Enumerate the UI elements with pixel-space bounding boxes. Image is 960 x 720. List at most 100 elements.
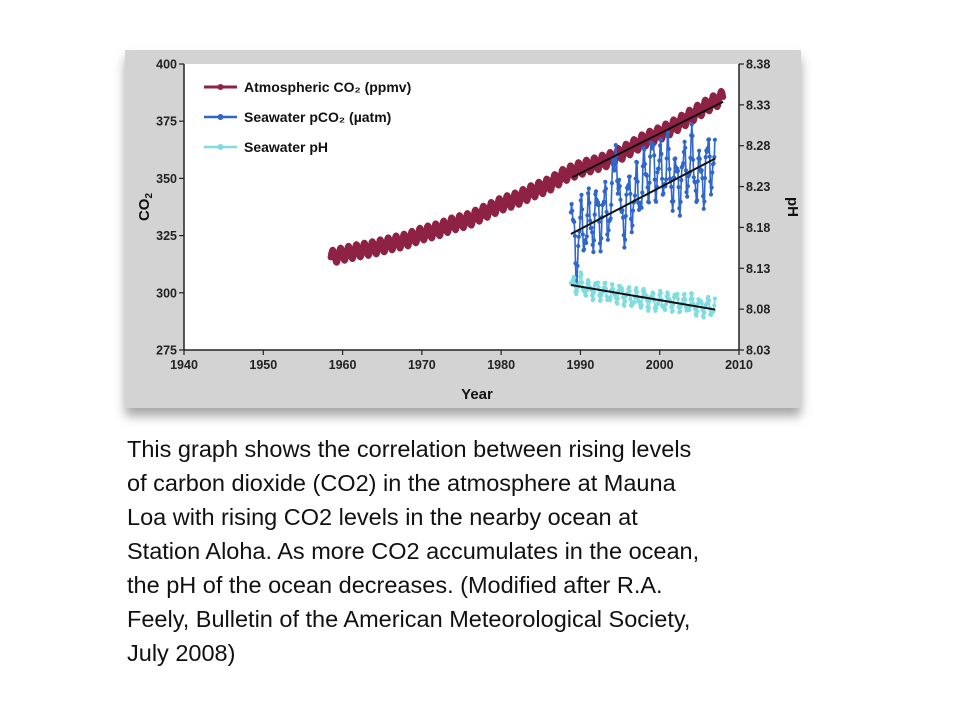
data-point	[695, 179, 700, 184]
data-point	[627, 174, 632, 179]
data-point	[570, 208, 575, 213]
data-point	[706, 294, 711, 299]
data-point	[675, 168, 681, 174]
data-point	[612, 168, 617, 173]
data-point	[623, 299, 628, 304]
data-point	[652, 177, 657, 182]
data-point	[658, 143, 663, 148]
left-tick-label: 375	[156, 115, 177, 129]
data-lines	[327, 88, 727, 320]
trend-lines	[570, 100, 724, 311]
x-tick-label: 2000	[646, 358, 674, 372]
data-point	[693, 188, 698, 193]
data-point	[579, 192, 584, 197]
data-point	[578, 198, 583, 203]
data-point	[695, 198, 700, 203]
data-point	[599, 236, 604, 241]
data-point	[666, 146, 671, 152]
data-point	[683, 145, 688, 150]
left-tick-label: 400	[156, 58, 177, 72]
data-point	[682, 291, 687, 297]
tick-labels: 1940 1950 1960 1970 1980 1990 2000 2010 275 300 32…	[156, 58, 770, 373]
caption-line: Station Aloha. As more CO2 accumulates i…	[127, 538, 700, 564]
data-point	[622, 303, 627, 308]
data-point	[618, 197, 623, 202]
data-point	[588, 218, 593, 223]
data-point	[667, 167, 672, 172]
x-tick-label: 1940	[170, 358, 198, 372]
data-point	[591, 297, 596, 302]
data-point	[704, 149, 710, 154]
left-tick-label: 325	[156, 229, 177, 243]
legend-label: Seawater pCO₂ (µatm)	[244, 109, 391, 125]
data-point	[685, 184, 691, 189]
data-point	[701, 206, 706, 211]
data-point	[669, 184, 674, 189]
data-point	[591, 290, 597, 295]
legend-swatch-marker	[217, 114, 224, 120]
data-point	[632, 193, 638, 198]
legend: Atmospheric CO₂ (ppmv) Seawater pCO₂ (µat…	[204, 79, 411, 155]
data-point	[620, 208, 625, 213]
data-point	[623, 237, 628, 242]
data-point	[608, 295, 613, 300]
data-point	[595, 280, 601, 285]
data-point	[572, 275, 577, 280]
data-point	[620, 288, 625, 293]
data-point	[584, 288, 589, 293]
caption-line: July 2008)	[127, 640, 236, 666]
right-tick-label: 8.18	[746, 221, 770, 235]
data-point	[699, 301, 704, 306]
data-point	[689, 122, 694, 127]
data-point	[617, 177, 622, 182]
data-point	[712, 296, 718, 301]
data-point	[575, 263, 580, 268]
data-point	[670, 208, 675, 213]
data-point	[670, 308, 675, 313]
left-tick-label: 350	[156, 172, 177, 186]
data-point	[579, 272, 584, 277]
data-point	[708, 192, 714, 197]
data-point	[687, 307, 692, 313]
data-point	[699, 168, 704, 173]
data-point	[646, 305, 652, 310]
data-point	[655, 170, 660, 175]
data-point	[603, 186, 608, 191]
data-point	[658, 290, 663, 295]
legend-swatch-marker	[217, 144, 224, 150]
data-point	[677, 213, 683, 218]
data-point	[669, 305, 674, 310]
data-point	[683, 168, 689, 173]
data-point	[630, 208, 636, 213]
data-point	[613, 143, 618, 148]
data-point	[654, 306, 659, 311]
data-point	[709, 185, 714, 190]
data-point	[596, 203, 601, 208]
data-point	[652, 153, 657, 158]
data-point	[694, 313, 699, 318]
data-point	[603, 280, 608, 285]
data-point	[629, 230, 634, 235]
data-point	[657, 158, 662, 163]
data-point	[627, 289, 632, 294]
data-point	[596, 285, 601, 290]
data-point	[638, 200, 643, 205]
data-point	[584, 234, 589, 239]
data-point	[615, 301, 620, 306]
data-point	[664, 156, 669, 161]
data-point	[639, 205, 644, 210]
data-point	[705, 146, 710, 151]
series-points-seawater-pco-atm	[568, 122, 718, 290]
x-tick-label: 2010	[725, 358, 753, 372]
data-point	[681, 161, 686, 166]
data-point	[663, 307, 668, 312]
data-point	[654, 199, 659, 204]
data-point	[623, 213, 628, 219]
chart-svg: 1940 1950 1960 1970 1980 1990 2000 2010 275 300 32…	[136, 58, 801, 404]
data-point	[590, 242, 595, 247]
data-point	[615, 191, 620, 196]
data-point	[569, 202, 574, 207]
data-point	[661, 191, 666, 196]
x-tick-label: 1990	[567, 358, 595, 372]
caption-line: the pH of the ocean decreases. (Modified…	[127, 572, 663, 598]
